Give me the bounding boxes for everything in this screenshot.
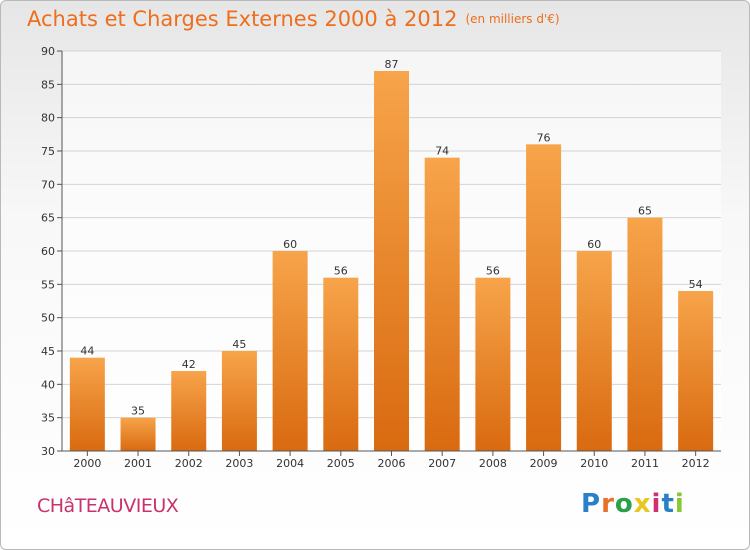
- bar-2008[interactable]: [475, 277, 511, 451]
- y-tick-label: 60: [41, 245, 55, 258]
- chart-title-text: Achats et Charges Externes 2000 à 2012: [27, 7, 458, 31]
- bar-value-label: 56: [486, 265, 500, 278]
- x-tick-label: 2000: [73, 457, 101, 470]
- bar-value-label: 65: [638, 205, 652, 218]
- bar-2005[interactable]: [323, 277, 359, 451]
- x-tick-label: 2004: [276, 457, 304, 470]
- bar-2010[interactable]: [576, 251, 612, 451]
- bar-value-label: 54: [689, 278, 703, 291]
- logo-letter: o: [614, 489, 634, 519]
- logo-letter: x: [633, 489, 652, 519]
- bars: 44 35 42 45 60 56 87 74 56 76 60 65 54: [69, 58, 714, 452]
- y-tick-label: 80: [41, 112, 55, 125]
- x-tick-label: 2009: [530, 457, 558, 470]
- bar-value-label: 60: [283, 238, 297, 251]
- logo-letter: t: [661, 489, 675, 519]
- y-tick-label: 50: [41, 312, 55, 325]
- bar-value-label: 56: [334, 265, 348, 278]
- logo-letter: i: [651, 489, 662, 519]
- x-tick-label: 2010: [580, 457, 608, 470]
- bar-value-label: 42: [182, 358, 196, 371]
- bar-value-label: 76: [537, 131, 551, 144]
- bar-value-label: 44: [80, 345, 94, 358]
- y-tick-label: 35: [41, 412, 55, 425]
- x-tick-label: 2008: [479, 457, 507, 470]
- chart-title: Achats et Charges Externes 2000 à 2012 (e…: [27, 7, 560, 31]
- bar-2004[interactable]: [272, 251, 308, 451]
- logo-letter: P: [581, 489, 602, 519]
- location-name: CHâTEAUVIEUX: [37, 495, 179, 517]
- x-tick-label: 2012: [682, 457, 710, 470]
- y-tick-label: 70: [41, 178, 55, 191]
- x-tick-label: 2002: [175, 457, 203, 470]
- proxiti-logo[interactable]: Proxiti: [581, 489, 685, 519]
- bar-2009[interactable]: [526, 144, 562, 452]
- x-tick-label: 2011: [631, 457, 659, 470]
- y-tick-label: 85: [41, 78, 55, 91]
- chart-subtitle: (en milliers d'€): [465, 12, 560, 26]
- logo-letter: r: [601, 489, 615, 519]
- x-tick-label: 2006: [378, 457, 406, 470]
- x-tick-label: 2001: [124, 457, 152, 470]
- bar-2012[interactable]: [678, 291, 714, 451]
- y-tick-label: 30: [41, 445, 55, 458]
- y-tick-label: 90: [41, 45, 55, 58]
- y-tick-label: 65: [41, 212, 55, 225]
- logo-letter: i: [674, 489, 685, 519]
- x-tick-label: 2005: [327, 457, 355, 470]
- bar-2007[interactable]: [424, 157, 460, 451]
- bar-value-label: 45: [232, 338, 246, 351]
- bar-value-label: 35: [131, 405, 145, 418]
- bar-value-label: 60: [587, 238, 601, 251]
- bar-2000[interactable]: [69, 357, 105, 451]
- x-tick-label: 2003: [225, 457, 253, 470]
- y-tick-label: 75: [41, 145, 55, 158]
- bar-2003[interactable]: [221, 351, 257, 451]
- bar-2002[interactable]: [171, 371, 207, 451]
- bar-2011[interactable]: [627, 217, 663, 451]
- bar-2001[interactable]: [120, 417, 156, 451]
- bar-value-label: 74: [435, 145, 449, 158]
- y-tick-label: 55: [41, 278, 55, 291]
- bar-value-label: 87: [385, 58, 399, 71]
- y-tick-label: 40: [41, 378, 55, 391]
- axes: 30 35 40 45 50 55 60 65 70 75 80 85 90 2000 2001 2002 20…: [41, 45, 721, 470]
- bar-2006[interactable]: [374, 71, 409, 451]
- x-tick-label: 2007: [428, 457, 456, 470]
- y-tick-label: 45: [41, 345, 55, 358]
